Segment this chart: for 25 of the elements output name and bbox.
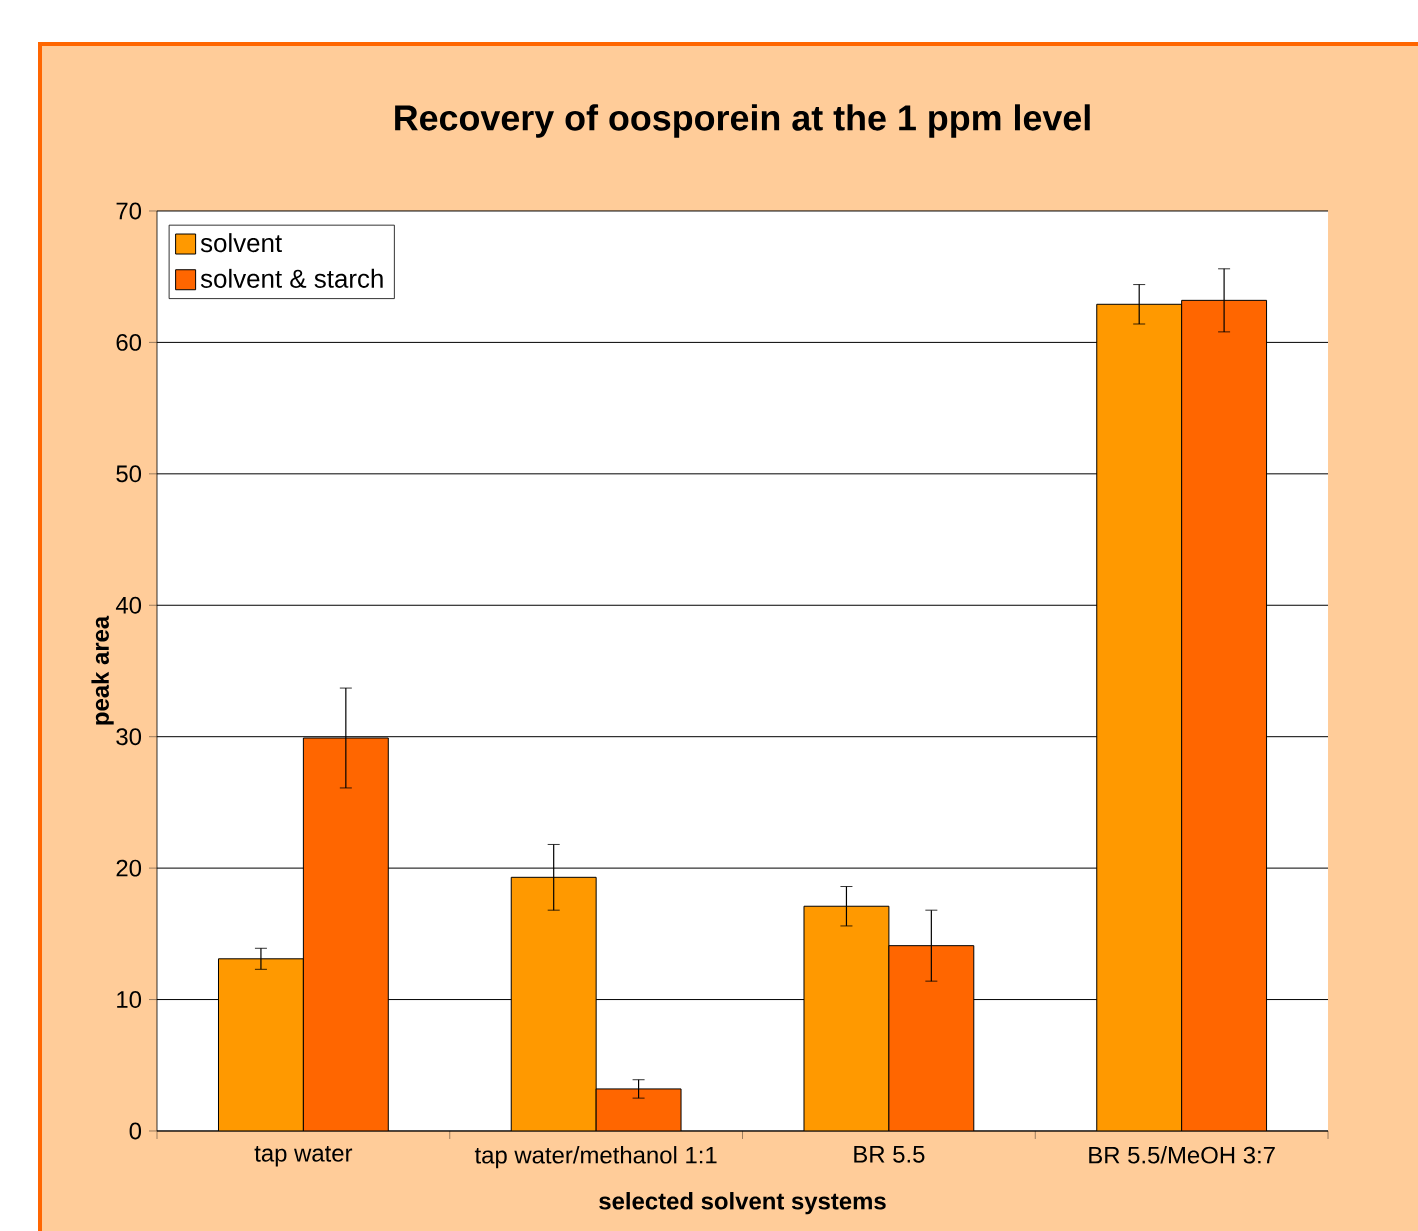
chart-title: Recovery of oosporein at the 1 ppm level <box>395 104 1090 138</box>
bar <box>510 876 597 1131</box>
legend-label: solvent <box>200 233 282 253</box>
y-tick-label: 40 <box>115 596 142 614</box>
bar <box>803 905 890 1131</box>
bar <box>888 945 975 1131</box>
y-tick-label: 10 <box>117 991 142 1008</box>
bar <box>595 1088 682 1131</box>
x-axis-title: selected solvent systems <box>599 1192 886 1215</box>
legend-label: solvent & starch <box>200 268 383 288</box>
y-tick-label: 50 <box>116 465 142 483</box>
y-tick-label: 20 <box>116 859 142 877</box>
bar <box>302 737 389 1131</box>
bar <box>217 958 304 1131</box>
x-tick-label: BR 5.5/MeOH 3:7 <box>1089 1146 1275 1164</box>
y-tick-label: 70 <box>116 202 142 220</box>
x-tick-label: tap water/methanol 1:1 <box>474 1146 717 1169</box>
y-tick-label: 30 <box>116 728 142 746</box>
y-tick-label: 0 <box>129 1122 142 1140</box>
y-axis-title: peak area <box>91 615 114 725</box>
bar <box>1181 299 1268 1131</box>
x-tick-label: tap water <box>254 1146 353 1167</box>
x-tick-label: BR 5.5 <box>854 1146 925 1163</box>
bar <box>1096 303 1183 1131</box>
y-tick-label: 60 <box>116 333 142 351</box>
